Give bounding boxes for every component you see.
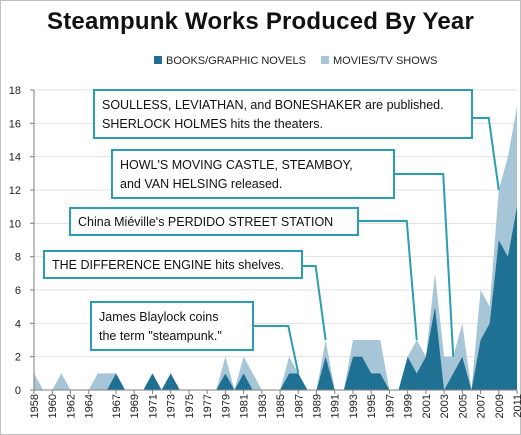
callout-text: China Miéville's PERDIDO STREET STATION xyxy=(78,215,333,229)
x-tick-label: 1973 xyxy=(166,394,178,418)
x-tick-label: 1995 xyxy=(366,394,378,418)
y-tick-label: 4 xyxy=(15,318,21,330)
y-tick-label: 0 xyxy=(15,385,21,397)
x-tick-label: 1964 xyxy=(84,394,96,418)
x-tick-label: 1999 xyxy=(403,394,415,418)
callout-leader-2000 xyxy=(358,220,418,341)
x-tick-label: 1983 xyxy=(257,394,269,418)
y-tick-label: 18 xyxy=(9,85,21,97)
x-tick-label: 1979 xyxy=(220,394,232,418)
x-tick-label: 1960 xyxy=(47,394,59,418)
x-tick-label: 1962 xyxy=(65,394,77,418)
callout-text: THE DIFFERENCE ENGINE hits shelves. xyxy=(52,258,284,272)
legend-swatch-movies xyxy=(321,56,329,64)
x-tick-label: 2001 xyxy=(421,394,433,418)
y-tick-label: 14 xyxy=(9,152,21,164)
callout-text: the term "steampunk." xyxy=(99,329,222,343)
x-tick-label: 1977 xyxy=(202,394,214,418)
x-tick-label: 2009 xyxy=(494,394,506,418)
callout-leader-1987 xyxy=(253,325,300,374)
x-tick-label: 1989 xyxy=(312,394,324,418)
callout-box-2004 xyxy=(111,149,395,199)
x-tick-label: 1987 xyxy=(293,394,305,418)
y-tick-label: 10 xyxy=(9,218,21,230)
callout-box-1990 xyxy=(43,250,303,279)
legend-label-movies: MOVIES/TV SHOWS xyxy=(333,55,438,67)
y-tick-label: 2 xyxy=(15,352,21,364)
y-tick-label: 16 xyxy=(9,118,21,130)
y-tick-label: 6 xyxy=(15,285,21,297)
x-tick-label: 2007 xyxy=(476,394,488,418)
legend-swatch-books xyxy=(154,56,162,64)
legend-label-books: BOOKS/GRAPHIC NOVELS xyxy=(166,55,306,67)
x-tick-label: 2011 xyxy=(512,394,521,418)
x-tick-label: 1969 xyxy=(129,394,141,418)
x-tick-label: 1971 xyxy=(147,394,159,418)
x-tick-label: 1997 xyxy=(384,394,396,418)
x-tick-label: 1991 xyxy=(330,394,342,418)
callout-text: SHERLOCK HOLMES hits the theaters. xyxy=(102,117,323,131)
callout-box-1987 xyxy=(90,301,254,351)
chart-title: Steampunk Works Produced By Year xyxy=(47,8,474,35)
callout-box-2000 xyxy=(69,207,359,236)
callout-leader-2004 xyxy=(394,173,455,357)
x-tick-label: 1975 xyxy=(184,394,196,418)
x-tick-label: 1967 xyxy=(111,394,123,418)
callout-text: SOULLESS, LEVIATHAN, and BONESHAKER are … xyxy=(102,98,444,112)
x-tick-label: 2003 xyxy=(439,394,451,418)
callout-text: James Blaylock coins xyxy=(99,310,219,324)
y-tick-label: 8 xyxy=(15,252,21,264)
callout-text: and VAN HELSING released. xyxy=(120,177,282,191)
callout-text: HOWL'S MOVING CASTLE, STEAMBOY, xyxy=(120,158,353,172)
x-tick-label: 1981 xyxy=(239,394,251,418)
x-tick-label: 2005 xyxy=(457,394,469,418)
x-tick-label: 1993 xyxy=(348,394,360,418)
callout-leader-2009 xyxy=(472,117,500,191)
x-tick-label: 1958 xyxy=(29,394,41,418)
x-tick-label: 1985 xyxy=(275,394,287,418)
callout-box-2009 xyxy=(93,89,473,139)
y-tick-label: 12 xyxy=(9,185,21,197)
callout-leader-1990 xyxy=(302,265,327,341)
